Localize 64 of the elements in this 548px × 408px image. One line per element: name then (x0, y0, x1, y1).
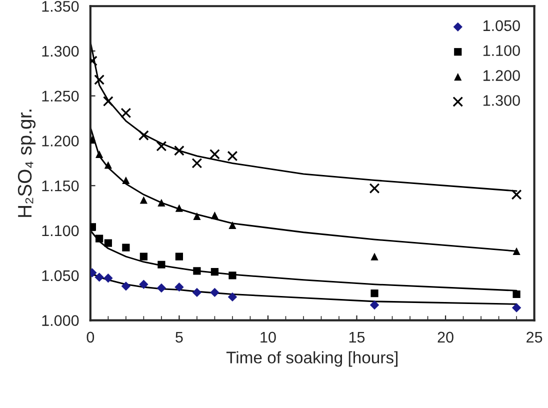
point (156, 140, 167, 152)
legend-label: 1.100 (483, 45, 520, 56)
x-tick-label: 5 (176, 332, 183, 343)
point (122, 244, 130, 252)
point (209, 148, 220, 160)
point (227, 150, 238, 162)
point (228, 221, 236, 229)
point (228, 292, 238, 302)
y-tick-label: 1.350 (42, 0, 79, 12)
point (122, 176, 130, 184)
point (158, 260, 166, 268)
point (94, 74, 105, 85)
point (370, 300, 380, 310)
point (192, 158, 202, 168)
y-tick-label: 1.200 (42, 136, 79, 146)
point (210, 211, 219, 220)
x-tick-label: 10 (260, 332, 276, 343)
point (95, 150, 104, 158)
point (156, 283, 166, 293)
point (121, 282, 131, 291)
point (174, 282, 184, 292)
y-tick-label: 1.050 (42, 270, 79, 282)
point (512, 247, 520, 255)
y-tick-label: 1.250 (42, 90, 79, 102)
legend-label: 1.050 (483, 20, 520, 32)
point (370, 290, 378, 298)
point (370, 252, 378, 260)
point (140, 252, 148, 260)
y-tick-label: 1.000 (42, 315, 79, 326)
y-tick-label: 1.150 (42, 180, 79, 192)
point (95, 234, 104, 242)
point (138, 130, 149, 141)
x-axis-title: Time of soaking [hours] (226, 351, 398, 367)
point (511, 189, 522, 200)
point (175, 252, 183, 260)
point (210, 268, 219, 276)
point (512, 303, 522, 312)
legend-label: 1.300 (483, 95, 520, 106)
y-axis-title: H₂SO₄ sp.gr. (18, 110, 36, 217)
point (140, 196, 148, 204)
point (104, 239, 112, 247)
point (174, 145, 184, 156)
x-tick-label: 25 (526, 332, 542, 343)
legend-label: 1.200 (483, 70, 520, 81)
point (512, 290, 520, 298)
point (104, 161, 112, 169)
point (120, 108, 132, 118)
y-tick-label: 1.300 (42, 46, 79, 57)
point (139, 280, 148, 289)
point (192, 288, 202, 298)
point (175, 204, 183, 212)
point (210, 288, 220, 298)
point (193, 267, 201, 275)
point (369, 183, 380, 194)
point (102, 96, 114, 106)
point (193, 212, 201, 220)
point (228, 272, 236, 280)
x-tick-label: 20 (438, 332, 454, 343)
x-tick-label: 15 (349, 332, 365, 343)
point (158, 198, 166, 206)
x-tick-label: 0 (86, 332, 94, 343)
point (104, 273, 113, 283)
point (94, 272, 104, 282)
y-tick-label: 1.100 (42, 225, 79, 236)
